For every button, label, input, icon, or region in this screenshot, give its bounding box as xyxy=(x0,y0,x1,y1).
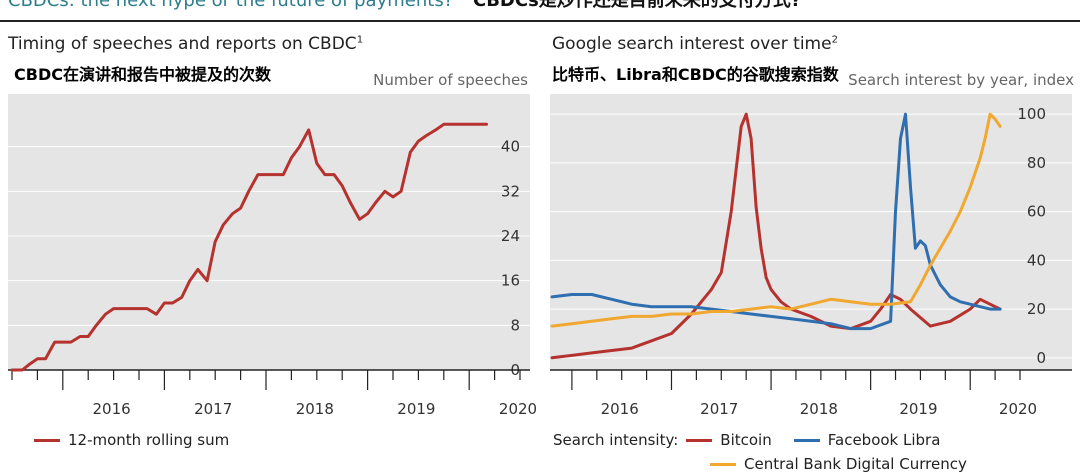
left-chart-ylabel: Number of speeches xyxy=(373,71,528,89)
left-xtick-label-2018: 2018 xyxy=(296,400,334,418)
right-ytick-label-20: 20 xyxy=(1027,300,1046,318)
left-xtick-label-2016: 2016 xyxy=(93,400,131,418)
left-xtick-label-2017: 2017 xyxy=(194,400,232,418)
header-divider xyxy=(0,20,1080,22)
right-chart-subtitle-cn: 比特币、Libra和CBDC的谷歌搜索指数 xyxy=(552,65,839,84)
header-title-en: CBDCs: the next hype or the future of pa… xyxy=(8,0,454,11)
right-chart-ylabel: Search interest by year, index xyxy=(848,71,1074,89)
right-chart-title-text: Google search interest over time xyxy=(552,34,832,54)
right-chart-footnote: 2 xyxy=(831,34,838,46)
legend-label-rolling-sum: 12-month rolling sum xyxy=(68,431,230,449)
legend-swatch-libra xyxy=(793,438,820,442)
legend-label-cbdc: Central Bank Digital Currency xyxy=(744,455,967,473)
legend-prefix: Search intensity: xyxy=(553,431,679,449)
page-header: CBDCs: the next hype or the future of pa… xyxy=(8,0,801,13)
right-ytick-label-80: 80 xyxy=(1027,154,1046,172)
right-xtick-label-2020: 2020 xyxy=(999,400,1037,418)
legend-item-bitcoin: Bitcoin xyxy=(686,431,772,449)
right-ytick-label-60: 60 xyxy=(1027,203,1046,221)
right-series-line-bitcoin xyxy=(550,112,1002,360)
right-xtick-label-2019: 2019 xyxy=(899,400,937,418)
left-series-line-12-month-rolling-sum xyxy=(10,122,488,372)
header-title-cn: CBDCs是炒作还是目前未来的支付方式? xyxy=(472,0,802,11)
legend-swatch-rolling-sum xyxy=(34,438,60,442)
left-ytick-label-40: 40 xyxy=(501,138,520,156)
legend-item-rolling-sum: 12-month rolling sum xyxy=(34,431,229,449)
right-series-line-facebook-libra xyxy=(550,112,1002,331)
right-xtick-label-2018: 2018 xyxy=(800,400,838,418)
left-chart-title: Timing of speeches and reports on CBDC1 xyxy=(8,34,363,54)
left-chart-footnote: 1 xyxy=(356,34,364,46)
left-chart-subtitle-cn: CBDC在演讲和报告中被提及的次数 xyxy=(14,65,271,84)
left-legend: 12-month rolling sum xyxy=(34,431,251,449)
legend-label-bitcoin: Bitcoin xyxy=(720,431,772,449)
left-xtick-label-2019: 2019 xyxy=(397,400,435,418)
left-ytick-label-24: 24 xyxy=(501,227,520,245)
left-ytick-label-16: 16 xyxy=(501,272,520,290)
right-xtick-label-2017: 2017 xyxy=(700,400,738,418)
right-chart-title: Google search interest over time2 xyxy=(552,34,838,54)
left-ytick-label-32: 32 xyxy=(501,182,520,200)
left-ytick-label-8: 8 xyxy=(510,316,520,334)
legend-item-cbdc: Central Bank Digital Currency xyxy=(710,455,967,473)
legend-item-libra: Facebook Libra xyxy=(793,431,941,449)
legend-label-libra: Facebook Libra xyxy=(827,431,941,449)
right-plot-background xyxy=(550,94,1072,370)
legend-swatch-bitcoin xyxy=(686,438,713,442)
right-ytick-label-40: 40 xyxy=(1027,251,1046,269)
left-chart-title-text: Timing of speeches and reports on CBDC xyxy=(8,34,357,54)
right-series-line-central-bank-digital-currency xyxy=(550,112,1002,328)
left-xtick-label-2020: 2020 xyxy=(499,400,537,418)
right-ytick-label-0: 0 xyxy=(1036,349,1046,367)
right-legend: Search intensity: Bitcoin Facebook Libra xyxy=(553,431,962,449)
left-plot-background xyxy=(8,94,530,370)
right-xtick-label-2016: 2016 xyxy=(601,400,639,418)
right-ytick-label-100: 100 xyxy=(1017,105,1046,123)
